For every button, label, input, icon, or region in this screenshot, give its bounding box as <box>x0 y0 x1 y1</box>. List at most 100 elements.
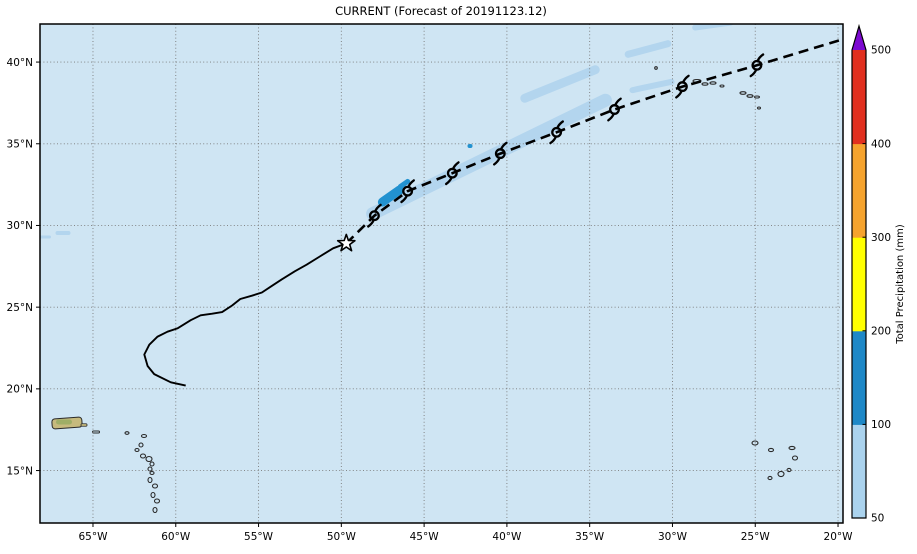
x-axis-tick-label: 25°W <box>741 531 771 543</box>
island-azores <box>756 106 762 110</box>
plot-frame <box>39 23 844 524</box>
island-lesser-antilles <box>147 466 153 472</box>
hurricane-symbol-arm-top <box>556 120 564 130</box>
map-content <box>40 24 843 523</box>
island-cape-verde <box>767 475 773 481</box>
colorbar-tick-label: 100 <box>871 419 891 431</box>
hurricane-symbol-arm-bottom <box>492 156 501 166</box>
colorbar-segment <box>852 330 866 425</box>
y-axis-tick-label: 25°N <box>7 302 33 314</box>
hurricane-symbol-arm-top <box>681 74 690 84</box>
hurricane-symbol-arm-bottom <box>749 68 758 78</box>
island-azores <box>719 84 725 88</box>
hurricane-symbol <box>749 53 765 78</box>
precipitation-patch <box>467 144 473 148</box>
island-puerto-rico-terrain <box>56 419 72 425</box>
island-azores <box>746 94 754 98</box>
colorbar-outline <box>851 23 867 519</box>
hurricane-symbol-arm-top <box>407 179 415 189</box>
hurricane-symbol-arm-bottom <box>549 135 558 145</box>
hurricane-symbol-arm-bottom <box>444 176 453 186</box>
x-axis-tick-label: 60°W <box>161 531 191 543</box>
y-axis-tick-label: 30°N <box>7 220 33 232</box>
hurricane-symbol-arm-top <box>756 53 765 63</box>
y-axis-tick-label: 20°N <box>7 384 33 396</box>
island-cape-verde <box>788 445 796 451</box>
colorbar-tick-label: 500 <box>871 45 891 57</box>
colorbar-tick-label: 200 <box>871 326 891 338</box>
island-vieques <box>80 423 88 427</box>
precipitation-patch <box>377 185 405 207</box>
hurricane-symbol-arm-top <box>499 141 508 151</box>
precipitation-patch <box>55 231 71 235</box>
hurricane-symbol-arm-top <box>451 161 460 171</box>
past-track-line <box>143 242 347 387</box>
hurricane-symbol-arm-bottom <box>400 194 409 204</box>
hurricane-symbol-arm-bottom <box>607 112 616 122</box>
island-lesser-antilles <box>124 431 130 435</box>
y-axis-tick-label: 15°N <box>7 465 33 477</box>
x-axis-tick-label: 55°W <box>244 531 274 543</box>
x-axis-tick-label: 35°W <box>575 531 605 543</box>
hurricane-symbol-arm-top <box>613 97 622 107</box>
island-cape-verde <box>777 470 785 478</box>
colorbar-tick-label: 50 <box>871 513 884 525</box>
precipitation-patch <box>692 24 734 31</box>
colorbar-tick-label: 300 <box>871 232 891 244</box>
island-st-croix <box>92 430 100 434</box>
precipitation-patch <box>520 65 600 103</box>
x-axis-tick-label: 40°W <box>492 531 522 543</box>
forecast-track-line <box>345 37 843 245</box>
island-azores <box>654 66 658 70</box>
hurricane-symbol-arm-bottom <box>675 89 683 99</box>
y-axis-tick-label: 35°N <box>7 138 33 150</box>
x-axis-tick-label: 50°W <box>327 531 357 543</box>
colorbar-segment <box>852 424 866 519</box>
island-cape-verde <box>791 455 799 461</box>
island-lesser-antilles <box>150 491 156 499</box>
island-lesser-antilles <box>145 455 153 463</box>
island-lesser-antilles <box>134 447 140 453</box>
current-position-star <box>336 233 356 252</box>
colorbar-over-arrow <box>852 26 866 50</box>
hurricane-symbol-arm-bottom <box>367 218 375 228</box>
precipitation-patch <box>397 178 411 190</box>
x-axis-tick-label: 45°W <box>410 531 440 543</box>
island-lesser-antilles <box>140 433 148 439</box>
precipitation-patch <box>624 40 672 58</box>
colorbar-segment <box>852 143 866 238</box>
x-axis-tick-label: 20°W <box>824 531 854 543</box>
island-lesser-antilles <box>138 442 144 448</box>
island-lesser-antilles <box>152 506 158 514</box>
colorbar-label: Total Precipitation (mm) <box>895 224 906 345</box>
ocean-background <box>40 24 843 523</box>
island-lesser-antilles <box>147 476 153 484</box>
island-lesser-antilles <box>149 470 155 476</box>
y-axis-tick-label: 40°N <box>7 57 33 69</box>
colorbar-segment <box>852 237 866 332</box>
hurricane-symbol <box>400 179 415 204</box>
island-lesser-antilles <box>149 461 155 467</box>
colorbar-segment <box>852 50 866 145</box>
island-lesser-antilles <box>139 453 147 459</box>
hurricane-symbol <box>675 74 690 99</box>
hurricane-symbol <box>367 203 382 228</box>
island-lesser-antilles <box>151 483 159 489</box>
hurricane-symbol-arm-top <box>373 203 382 213</box>
figure-title: CURRENT (Forecast of 20191123.12) <box>335 4 547 18</box>
island-azores <box>709 81 717 85</box>
hurricane-symbol <box>607 97 622 122</box>
hurricane-symbol <box>492 141 508 166</box>
island-cape-verde <box>767 447 775 453</box>
precipitation-patch <box>629 78 675 94</box>
island-azores <box>739 91 747 95</box>
island-azores <box>701 82 709 86</box>
island-cape-verde <box>786 467 792 473</box>
precipitation-patch <box>40 235 51 239</box>
hurricane-symbol <box>549 120 564 145</box>
island-cape-verde <box>751 440 759 446</box>
hurricane-symbol <box>444 161 460 186</box>
island-azores <box>753 95 761 99</box>
